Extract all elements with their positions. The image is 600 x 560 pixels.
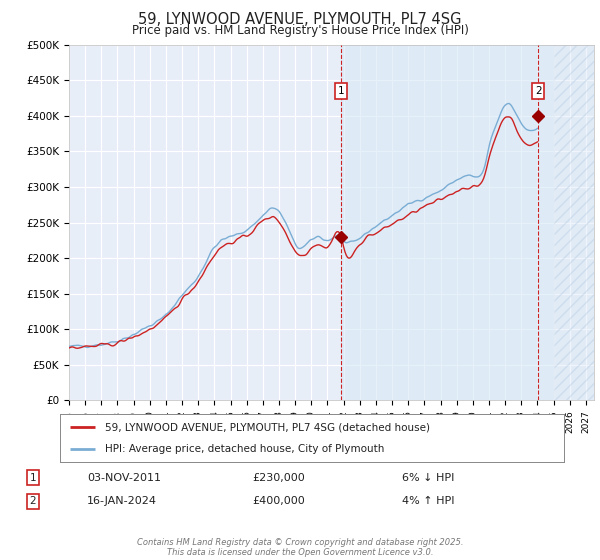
Bar bbox=[554, 45, 594, 400]
Text: HPI: Average price, detached house, City of Plymouth: HPI: Average price, detached house, City… bbox=[106, 444, 385, 454]
Text: 1: 1 bbox=[29, 473, 37, 483]
Text: 2: 2 bbox=[29, 496, 37, 506]
Text: £230,000: £230,000 bbox=[252, 473, 305, 483]
Text: 59, LYNWOOD AVENUE, PLYMOUTH, PL7 4SG: 59, LYNWOOD AVENUE, PLYMOUTH, PL7 4SG bbox=[138, 12, 462, 27]
Text: 16-JAN-2024: 16-JAN-2024 bbox=[87, 496, 157, 506]
Text: 59, LYNWOOD AVENUE, PLYMOUTH, PL7 4SG (detached house): 59, LYNWOOD AVENUE, PLYMOUTH, PL7 4SG (d… bbox=[106, 422, 430, 432]
Text: Contains HM Land Registry data © Crown copyright and database right 2025.
This d: Contains HM Land Registry data © Crown c… bbox=[137, 538, 463, 557]
Text: 2: 2 bbox=[535, 86, 541, 96]
Text: 1: 1 bbox=[338, 86, 344, 96]
Text: 03-NOV-2011: 03-NOV-2011 bbox=[87, 473, 161, 483]
Bar bbox=[341, 45, 554, 400]
Text: 4% ↑ HPI: 4% ↑ HPI bbox=[402, 496, 455, 506]
Text: £400,000: £400,000 bbox=[252, 496, 305, 506]
Text: Price paid vs. HM Land Registry's House Price Index (HPI): Price paid vs. HM Land Registry's House … bbox=[131, 24, 469, 37]
Text: 6% ↓ HPI: 6% ↓ HPI bbox=[402, 473, 454, 483]
